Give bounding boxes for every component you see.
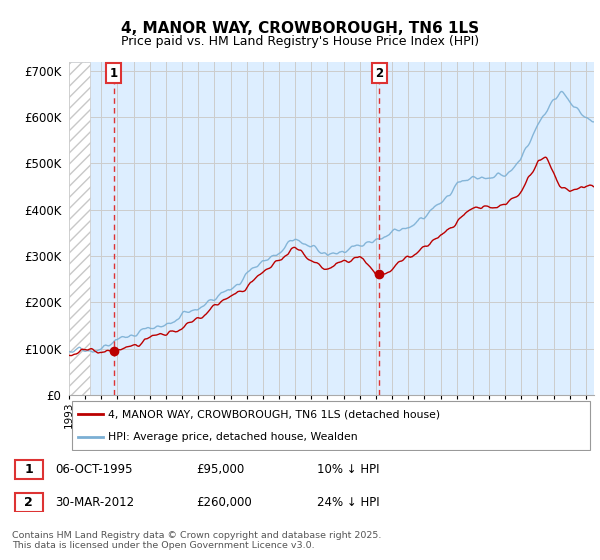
Text: 10% ↓ HPI: 10% ↓ HPI [317, 463, 380, 476]
Text: 2: 2 [375, 67, 383, 80]
Text: 4, MANOR WAY, CROWBOROUGH, TN6 1LS: 4, MANOR WAY, CROWBOROUGH, TN6 1LS [121, 21, 479, 36]
Text: Contains HM Land Registry data © Crown copyright and database right 2025.
This d: Contains HM Land Registry data © Crown c… [12, 531, 382, 550]
Text: 2: 2 [25, 496, 33, 509]
Text: 4, MANOR WAY, CROWBOROUGH, TN6 1LS (detached house): 4, MANOR WAY, CROWBOROUGH, TN6 1LS (deta… [109, 409, 440, 419]
Text: 1: 1 [25, 463, 33, 476]
Text: Price paid vs. HM Land Registry's House Price Index (HPI): Price paid vs. HM Land Registry's House … [121, 35, 479, 48]
Text: 06-OCT-1995: 06-OCT-1995 [55, 463, 133, 476]
Bar [69, 62, 90, 395]
FancyBboxPatch shape [15, 460, 43, 479]
Text: 24% ↓ HPI: 24% ↓ HPI [317, 496, 380, 509]
Text: HPI: Average price, detached house, Wealden: HPI: Average price, detached house, Weal… [109, 432, 358, 442]
Text: 1: 1 [110, 67, 118, 80]
Text: £260,000: £260,000 [196, 496, 252, 509]
Text: 30-MAR-2012: 30-MAR-2012 [55, 496, 134, 509]
FancyBboxPatch shape [15, 493, 43, 512]
FancyBboxPatch shape [71, 402, 590, 450]
Text: £95,000: £95,000 [196, 463, 245, 476]
